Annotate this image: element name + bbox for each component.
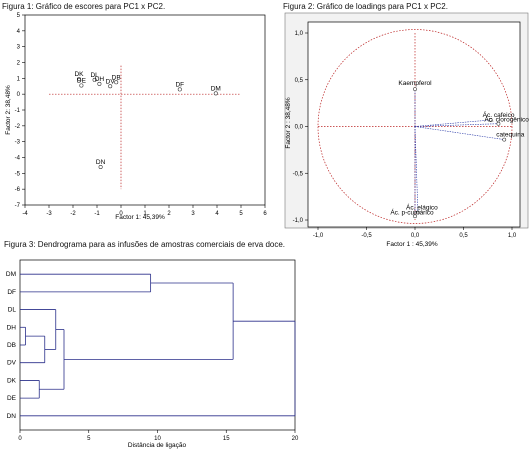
fig1-ytick-label: 5: [17, 13, 21, 19]
fig2-point: [413, 214, 417, 219]
fig1-ytick-label: -6: [15, 187, 21, 193]
fig1-ylabel: Factor 2: 38,48%: [5, 85, 12, 135]
fig2-xlabel: Factor 1 : 45,39%: [386, 241, 438, 248]
fig1-chart: -4 -3 -2 -1 0 1 2 3 4 5 6 5 4 3 2 1 0 -1 -2 -3 -4 -5 -6 -7 DKDE…: [5, 13, 267, 221]
fig2-ytick-label: 1,0: [295, 31, 304, 37]
fig2-ytick-label: -1,0: [293, 218, 304, 224]
fig1-xtick-label: -4: [22, 211, 28, 217]
fig1-ytick-label: -5: [15, 171, 21, 177]
fig1-point-label: DB: [112, 74, 121, 81]
fig1-xtick-label: -1: [94, 211, 100, 217]
fig2-xtick-label: -1,0: [313, 233, 324, 239]
fig1-xtick-label: 0: [119, 211, 123, 217]
fig2-xtick-label: 0,5: [459, 233, 468, 239]
fig2-loading-vector: [414, 119, 491, 127]
fig1-ytick-label: -7: [15, 203, 21, 209]
fig1-point-label: DE: [77, 77, 87, 84]
fig1-point: [177, 87, 182, 92]
fig2-point-label: Kaempferol: [398, 80, 432, 87]
fig1-point-label: DM: [211, 85, 221, 92]
fig2-point-label: catequina: [496, 132, 525, 139]
fig1-point: [114, 80, 119, 85]
fig1-ytick-label: 0: [17, 92, 21, 98]
fig2-ytick-label: 0,5: [295, 78, 304, 84]
fig2-point: [502, 137, 507, 142]
fig1-point-label: DH: [95, 76, 105, 83]
fig2-loading-vector: [414, 126, 419, 213]
fig1-xtick-label: -3: [46, 211, 52, 217]
fig2-chart: -1,0 -0,5 0,0 0,5 1,0 1,0 0,5 0,0 -0,5 -1,0 Kaemp…: [284, 12, 529, 248]
fig3-leaf-label: DE: [7, 395, 17, 402]
fig1-xtick-label: 2: [167, 211, 171, 217]
fig3-leaf-label: DV: [7, 360, 17, 367]
fig1-point: [79, 83, 84, 88]
fig1-ytick-label: 4: [17, 29, 21, 35]
fig1-point: [98, 165, 103, 170]
fig2-loading-vector: [414, 126, 505, 140]
fig2-point: [413, 87, 417, 92]
fig3-leaf-label: DB: [7, 342, 16, 349]
fig1-ytick-label: 1: [17, 76, 21, 82]
fig3-leaf-label: DH: [7, 324, 17, 331]
fig1-caption: Figura 1: Gráfico de escores para PC1 x …: [2, 2, 166, 11]
fig1-ytick-label: -2: [15, 124, 21, 130]
fig2-point-label: Ác. clorogênico: [484, 115, 529, 124]
fig1-point-label: DN: [96, 159, 106, 166]
fig2-loading-vector: [414, 123, 499, 127]
fig2-point: [496, 121, 501, 126]
fig2-ylabel: Factor 2 : 38,48%: [285, 97, 292, 149]
fig1-point-label: DK: [74, 71, 84, 78]
fig1-point: [108, 84, 113, 89]
fig2-xtick-label: -0,5: [361, 233, 372, 239]
fig1-xtick-label: 4: [215, 211, 219, 217]
fig1-ytick-label: -3: [15, 140, 21, 146]
fig1-ytick-label: 3: [17, 45, 21, 51]
fig3-leaf-label: DN: [7, 413, 17, 420]
fig3-caption: Figura 3: Dendrograma para as infusões d…: [4, 240, 286, 249]
fig2-plot-frame: [307, 21, 521, 228]
fig2-point-label: Ác. elágico: [406, 203, 438, 212]
fig2-xtick-label: 0,0: [411, 233, 420, 239]
fig3-leaf-label: DK: [7, 377, 17, 384]
fig1-xtick-label: 5: [239, 211, 243, 217]
fig2-caption: Figura 2: Gráfico de loadings para PC1 x…: [283, 2, 448, 11]
fig3-plot-frame: [19, 259, 296, 431]
fig1-xtick-label: 6: [263, 211, 267, 217]
fig2-ytick-label: 0,0: [295, 125, 304, 131]
fig1-xtick-label: 1: [143, 211, 147, 217]
fig3-xtick-label: 10: [154, 436, 161, 442]
fig1-xlabel: Factor 1: 45,39%: [115, 214, 165, 221]
fig3-xtick-label: 15: [223, 436, 230, 442]
fig3-xtick-label: 5: [87, 436, 91, 442]
fig3-leaf-label: DF: [7, 289, 16, 296]
fig3-xtick-label: 20: [292, 436, 299, 442]
fig1-plot-frame: [24, 14, 266, 206]
fig1-point-label: DF: [175, 81, 184, 88]
fig1-point: [97, 81, 102, 86]
fig2-point: [416, 210, 420, 215]
fig3-xtick-label: 0: [18, 436, 22, 442]
fig2-point: [488, 118, 493, 122]
fig2-point-label: Ác. cafeico: [483, 110, 515, 119]
fig2-point-label: Ác. p-cumárico: [390, 207, 434, 216]
fig1-xtick-label: 3: [191, 211, 195, 217]
fig1-point: [92, 77, 97, 82]
fig1-point-label: DL: [90, 72, 99, 79]
fig1-xtick-label: -2: [70, 211, 76, 217]
fig1-point: [77, 77, 82, 82]
fig3-xlabel: Distância de ligação: [128, 442, 187, 449]
fig2-xtick-label: 1,0: [508, 233, 517, 239]
fig3-leaf-label: DL: [8, 307, 17, 314]
fig1-point-label: DV: [106, 78, 116, 85]
fig3-chart: DM DF DL DH DB DV DK DE DN 0 5 10 15 20 Distância de…: [6, 259, 299, 449]
fig1-ytick-label: -4: [15, 156, 21, 162]
fig1-point: [213, 91, 218, 96]
fig1-ytick-label: -1: [15, 108, 21, 114]
fig1-ytick-label: 2: [17, 61, 21, 67]
fig3-leaf-label: DM: [6, 271, 16, 278]
fig2-ytick-label: -0,5: [293, 171, 304, 177]
